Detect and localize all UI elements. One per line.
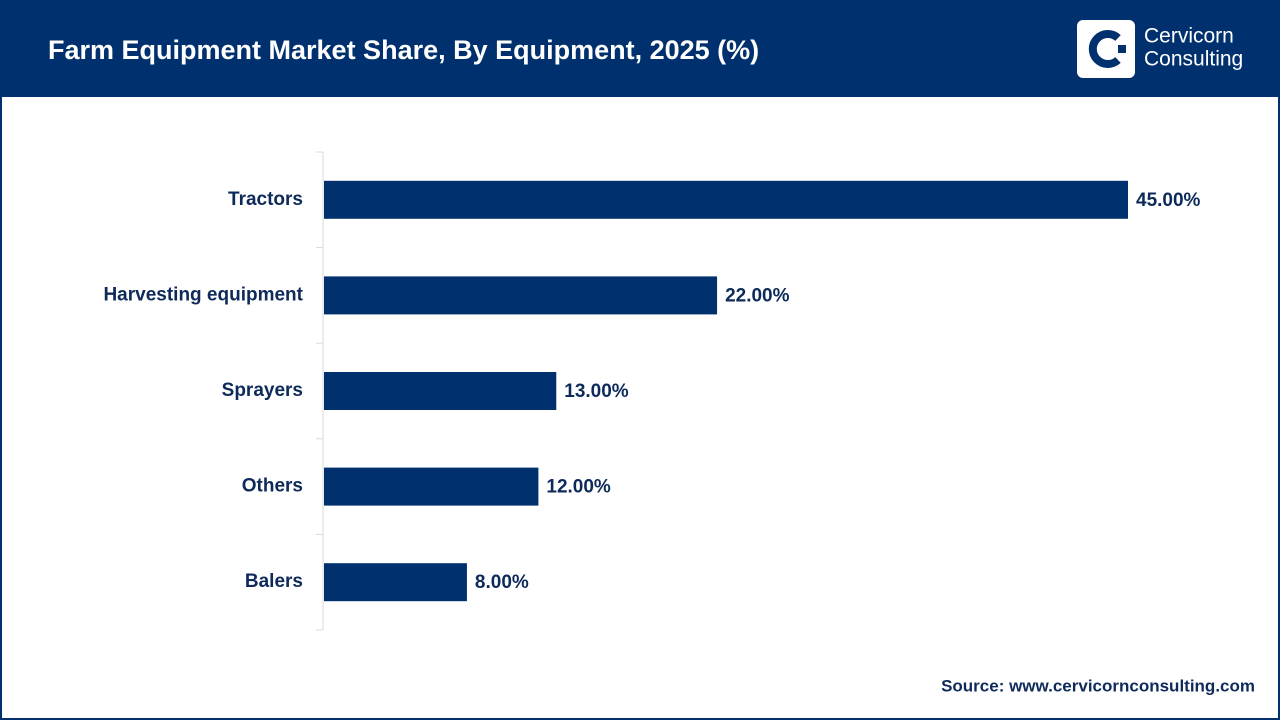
bar xyxy=(324,372,557,410)
y-tick-label: Others xyxy=(242,476,303,497)
logo-icon xyxy=(1088,30,1121,68)
y-tick-label: Sprayers xyxy=(222,380,303,401)
bar xyxy=(324,276,718,315)
logo-icon xyxy=(1118,45,1126,53)
data-label: 13.00% xyxy=(564,381,629,402)
brand-line: Cervicorn xyxy=(1144,25,1234,48)
data-label: 45.00% xyxy=(1136,190,1201,211)
y-tick-label: Harvesting equipment xyxy=(103,284,303,305)
bar xyxy=(324,180,1128,219)
logo: Cervicorn Consulting xyxy=(1077,20,1243,78)
source: Source: www.cervicornconsulting.com xyxy=(941,676,1255,695)
y-tick-label: Tractors xyxy=(228,189,303,210)
logo-box xyxy=(1077,20,1135,78)
data-label: 8.00% xyxy=(475,572,529,593)
y-tick-label: Balers xyxy=(245,571,303,592)
header xyxy=(0,0,1280,97)
bar xyxy=(324,563,467,602)
data-label: 22.00% xyxy=(725,285,790,306)
data-label: 12.00% xyxy=(546,477,611,498)
bar xyxy=(324,467,539,506)
chart-title: Farm Equipment Market Share, By Equipmen… xyxy=(48,35,759,65)
brand-line: Consulting xyxy=(1144,48,1243,71)
